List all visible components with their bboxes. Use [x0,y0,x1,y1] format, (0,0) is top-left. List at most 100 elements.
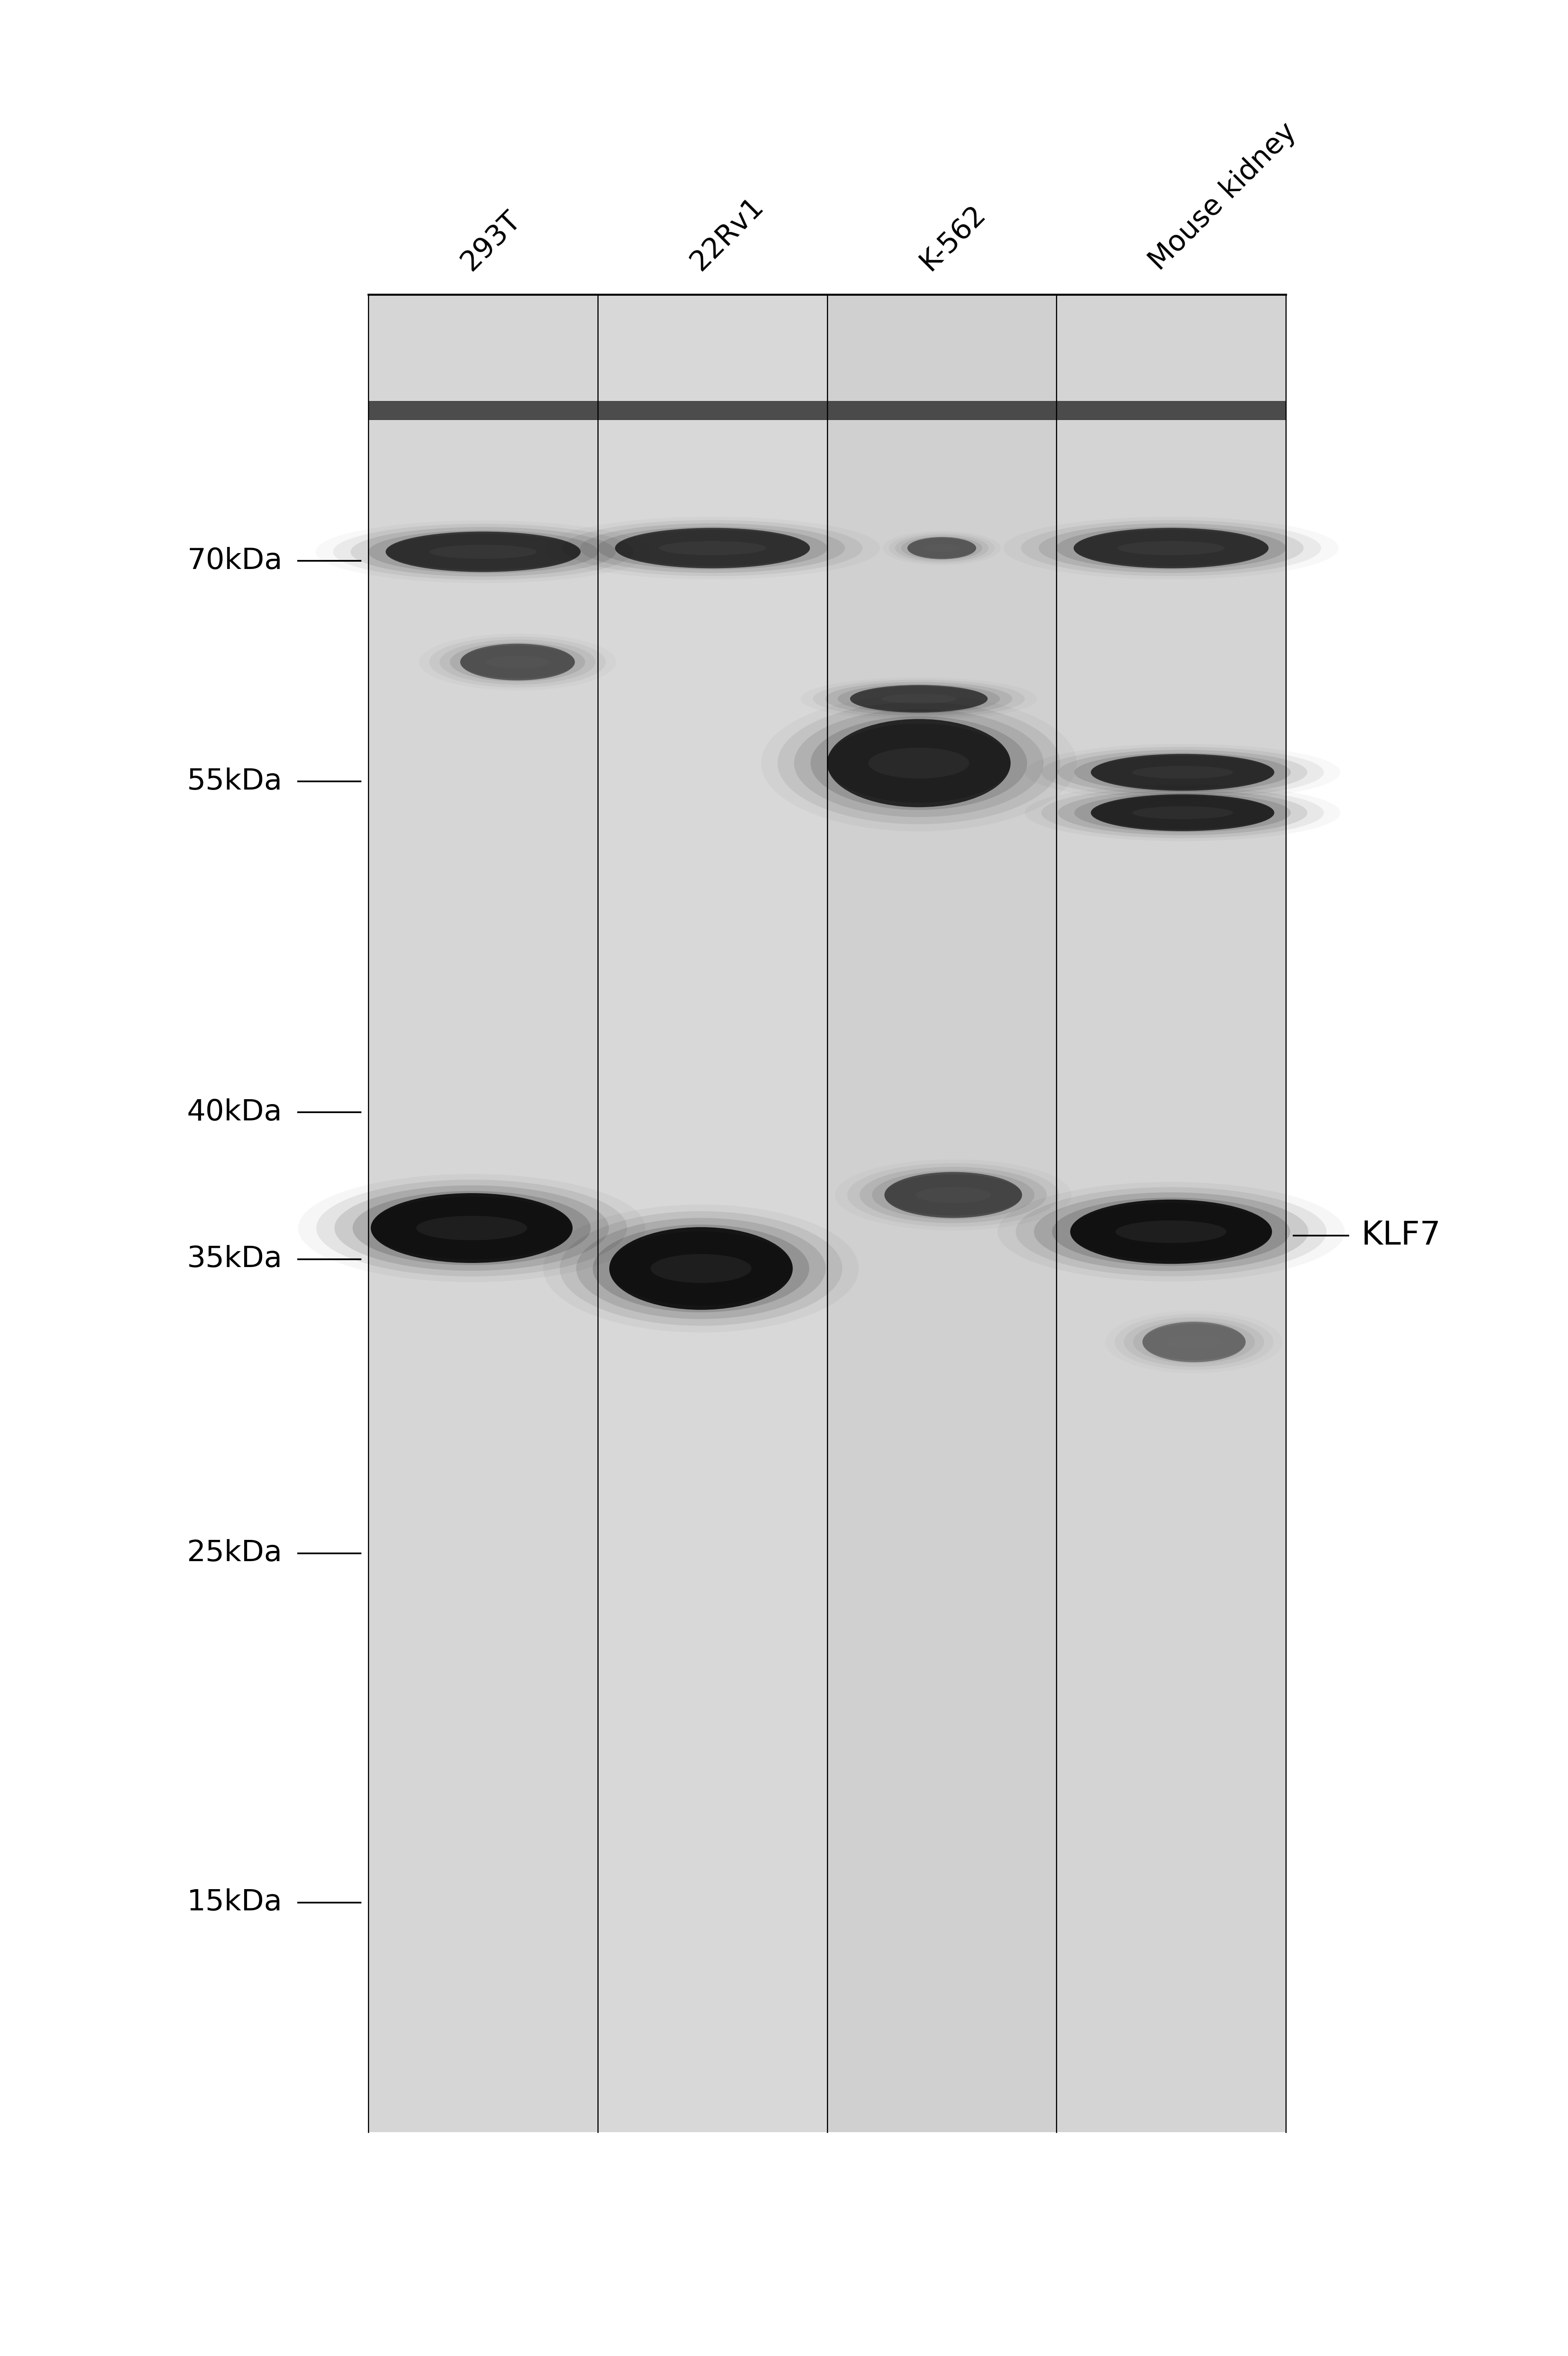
Ellipse shape [651,1253,751,1284]
Ellipse shape [615,530,811,565]
Ellipse shape [486,655,549,669]
Ellipse shape [916,1187,991,1204]
Ellipse shape [416,1216,527,1239]
Ellipse shape [881,695,956,704]
Ellipse shape [869,747,969,777]
Ellipse shape [850,686,988,712]
Ellipse shape [593,1225,809,1312]
Ellipse shape [353,1192,591,1265]
Ellipse shape [430,544,536,558]
Bar [1068,332,1275,2094]
Bar [643,441,781,1986]
Ellipse shape [1021,521,1322,577]
Bar [1091,405,1251,2021]
Ellipse shape [908,537,977,558]
Ellipse shape [884,1171,1022,1218]
Bar [1102,441,1240,1986]
Bar [368,294,597,2132]
Text: 25kDa: 25kDa [187,1538,282,1567]
Ellipse shape [461,643,575,681]
Ellipse shape [793,709,1044,818]
Bar [1113,478,1228,1948]
Bar [403,405,563,2021]
Bar [655,478,770,1948]
Ellipse shape [577,1218,826,1319]
Ellipse shape [884,1173,1022,1216]
Ellipse shape [610,1227,793,1310]
Ellipse shape [1057,528,1286,570]
Ellipse shape [351,528,616,577]
Ellipse shape [334,1185,608,1270]
Bar [1057,294,1286,2132]
Bar [850,368,1033,2059]
Text: 22Rv1: 22Rv1 [685,193,768,276]
Bar [895,516,988,1911]
Bar [597,294,828,2132]
Ellipse shape [1143,1324,1245,1359]
Text: 55kDa: 55kDa [187,768,282,796]
Text: 293T: 293T [456,205,525,276]
Ellipse shape [837,683,1000,714]
Ellipse shape [1074,530,1269,565]
Bar [448,551,517,1875]
Bar [1079,368,1262,2059]
Ellipse shape [615,528,811,568]
Ellipse shape [1058,749,1308,794]
Ellipse shape [1091,794,1275,832]
Ellipse shape [370,1192,572,1263]
Bar [908,551,977,1875]
Ellipse shape [895,535,988,561]
Ellipse shape [597,528,828,570]
Ellipse shape [850,686,988,712]
Bar [632,405,793,2021]
Bar [884,478,999,1948]
Ellipse shape [610,1232,793,1305]
Ellipse shape [1143,1322,1245,1362]
Ellipse shape [386,532,580,573]
Ellipse shape [924,544,961,551]
Ellipse shape [825,681,1013,716]
Ellipse shape [1132,766,1232,780]
Text: 70kDa: 70kDa [187,547,282,575]
Text: 15kDa: 15kDa [187,1890,282,1915]
Bar [839,332,1044,2094]
Bar [426,478,541,1948]
Ellipse shape [370,1197,572,1260]
Ellipse shape [811,716,1027,810]
Ellipse shape [368,530,597,573]
Ellipse shape [1071,1204,1272,1260]
Bar [379,332,586,2094]
Ellipse shape [1091,796,1275,829]
Ellipse shape [902,537,983,561]
Bar [861,405,1022,2021]
Ellipse shape [1134,1319,1254,1364]
Bar [368,294,597,2132]
Bar [677,551,746,1875]
Text: KLF7: KLF7 [1361,1220,1441,1251]
Bar [828,294,1057,2132]
Ellipse shape [1074,754,1290,792]
Ellipse shape [1132,806,1232,820]
Ellipse shape [1033,1192,1308,1272]
Text: 40kDa: 40kDa [187,1098,282,1126]
Text: 35kDa: 35kDa [187,1246,282,1272]
Ellipse shape [1016,1187,1327,1277]
Ellipse shape [461,646,575,679]
Ellipse shape [1165,1336,1223,1350]
Bar [414,441,552,1986]
Ellipse shape [563,521,862,577]
Ellipse shape [1038,523,1303,573]
Ellipse shape [1074,794,1290,832]
Ellipse shape [450,643,585,681]
Ellipse shape [659,542,767,556]
Bar [392,368,575,2059]
Text: Mouse kidney: Mouse kidney [1145,118,1301,276]
Ellipse shape [332,523,633,580]
Text: K-562: K-562 [914,200,991,276]
Ellipse shape [439,638,596,686]
Ellipse shape [1058,789,1308,836]
Ellipse shape [872,1171,1035,1220]
Ellipse shape [560,1211,842,1326]
Bar [597,294,828,2132]
Bar [873,441,1011,1986]
